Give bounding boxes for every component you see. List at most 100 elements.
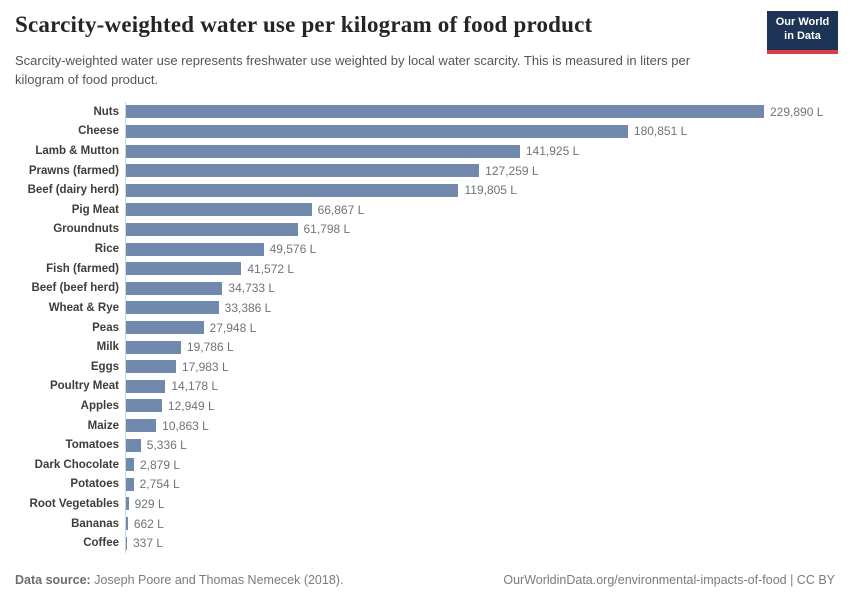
- bar-row: Potatoes 2,754 L: [15, 474, 840, 495]
- category-label: Eggs: [90, 360, 119, 373]
- bar-row: Beef (beef herd) 34,733 L: [15, 278, 840, 299]
- bar[interactable]: [126, 340, 181, 354]
- bar[interactable]: [126, 183, 459, 197]
- value-label: 2,754 L: [139, 477, 180, 492]
- bar[interactable]: [126, 399, 162, 413]
- category-label: Poultry Meat: [49, 380, 119, 393]
- plot-area: 119,805 L: [125, 180, 840, 201]
- category-label: Groundnuts: [53, 223, 119, 236]
- category-label: Dark Chocolate: [34, 458, 119, 471]
- chart-footer: Data source: Joseph Poore and Thomas Nem…: [15, 573, 835, 587]
- bar[interactable]: [126, 536, 127, 550]
- bar[interactable]: [126, 477, 134, 491]
- plot-area: 662 L: [125, 513, 840, 534]
- value-label: 66,867 L: [317, 202, 365, 217]
- value-label: 33,386 L: [224, 300, 272, 315]
- bar[interactable]: [126, 497, 129, 511]
- bar-row: Rice 49,576 L: [15, 239, 840, 259]
- value-label: 337 L: [133, 536, 164, 551]
- category-label: Root Vegetables: [29, 497, 119, 510]
- value-label: 929 L: [134, 496, 165, 511]
- plot-area: 17,983 L: [125, 356, 840, 377]
- category-label: Tomatoes: [65, 439, 119, 452]
- value-label: 119,805 L: [464, 183, 517, 198]
- category-label: Nuts: [93, 105, 119, 118]
- plot-area: 337 L: [125, 533, 840, 554]
- bar[interactable]: [126, 281, 223, 295]
- plot-area: 10,863 L: [125, 415, 840, 436]
- plot-area: 33,386 L: [125, 298, 840, 318]
- category-label: Pig Meat: [71, 203, 119, 216]
- bar-row: Fish (farmed) 41,572 L: [15, 258, 840, 279]
- bar[interactable]: [126, 438, 141, 452]
- category-label: Bananas: [71, 517, 119, 530]
- category-label: Lamb & Mutton: [35, 145, 119, 158]
- bar-row: Dark Chocolate 2,879 L: [15, 454, 840, 475]
- bar-row: Nuts 229,890 L: [15, 102, 840, 122]
- bar-row: Root Vegetables 929 L: [15, 494, 840, 514]
- value-label: 10,863 L: [162, 418, 209, 433]
- bar[interactable]: [126, 419, 157, 433]
- category-label: Peas: [92, 321, 119, 334]
- owid-logo-line1: Our World: [775, 16, 830, 28]
- bar[interactable]: [126, 379, 166, 393]
- bar-row: Bananas 662 L: [15, 513, 840, 534]
- plot-area: 49,576 L: [125, 239, 840, 259]
- owid-logo-line2: in Data: [784, 29, 821, 42]
- bar-row: Eggs 17,983 L: [15, 356, 840, 377]
- category-label: Beef (beef herd): [31, 282, 119, 295]
- value-label: 229,890 L: [770, 104, 824, 119]
- bar-row: Pig Meat 66,867 L: [15, 200, 840, 220]
- value-label: 2,879 L: [139, 457, 181, 472]
- plot-area: 61,798 L: [125, 219, 840, 240]
- bar[interactable]: [126, 144, 520, 158]
- bar[interactable]: [126, 517, 128, 531]
- value-label: 61,798 L: [303, 222, 351, 237]
- value-label: 141,925 L: [525, 144, 580, 159]
- category-label: Potatoes: [70, 478, 119, 491]
- bar[interactable]: [126, 262, 242, 276]
- plot-area: 141,925 L: [125, 141, 840, 161]
- bar[interactable]: [126, 164, 480, 178]
- plot-area: 127,259 L: [125, 160, 840, 181]
- bar[interactable]: [126, 203, 312, 217]
- value-label: 34,733 L: [228, 281, 276, 296]
- bar-row: Coffee 337 L: [15, 533, 840, 554]
- plot-area: 2,754 L: [125, 474, 840, 495]
- bar-row: Beef (dairy herd) 119,805 L: [15, 180, 840, 201]
- plot-area: 12,949 L: [125, 396, 840, 416]
- value-label: 127,259 L: [485, 163, 539, 178]
- bar[interactable]: [126, 222, 298, 236]
- bar[interactable]: [126, 105, 764, 119]
- category-label: Milk: [96, 341, 119, 354]
- plot-area: 229,890 L: [125, 102, 840, 122]
- page-title: Scarcity-weighted water use per kilogram…: [15, 12, 593, 37]
- plot-area: 34,733 L: [125, 278, 840, 299]
- bar[interactable]: [126, 360, 176, 374]
- license-link[interactable]: OurWorldinData.org/environmental-impacts…: [503, 573, 835, 587]
- value-label: 180,851 L: [633, 124, 688, 139]
- bar-row: Prawns (farmed) 127,259 L: [15, 160, 840, 181]
- category-label: Coffee: [83, 537, 119, 550]
- value-label: 5,336 L: [146, 438, 187, 453]
- bar-row: Groundnuts 61,798 L: [15, 219, 840, 240]
- category-label: Prawns (farmed): [28, 164, 119, 177]
- bar-row: Wheat & Rye 33,386 L: [15, 298, 840, 318]
- bar[interactable]: [126, 321, 204, 334]
- data-source-text: Joseph Poore and Thomas Nemecek (2018).: [90, 573, 344, 587]
- category-label: Wheat & Rye: [48, 301, 119, 314]
- bar[interactable]: [126, 242, 264, 256]
- bar-row: Lamb & Mutton 141,925 L: [15, 141, 840, 161]
- bar[interactable]: [126, 301, 219, 315]
- bar-row: Maize 10,863 L: [15, 415, 840, 436]
- category-label: Apples: [80, 399, 119, 412]
- chart-subtitle: Scarcity-weighted water use represents f…: [15, 53, 691, 87]
- bar[interactable]: [126, 124, 628, 138]
- value-label: 12,949 L: [167, 398, 215, 413]
- bar[interactable]: [126, 458, 134, 472]
- owid-logo[interactable]: Our World in Data: [767, 11, 838, 54]
- plot-area: 929 L: [125, 494, 840, 514]
- bar-row: Tomatoes 5,336 L: [15, 435, 840, 455]
- category-label: Cheese: [78, 125, 119, 138]
